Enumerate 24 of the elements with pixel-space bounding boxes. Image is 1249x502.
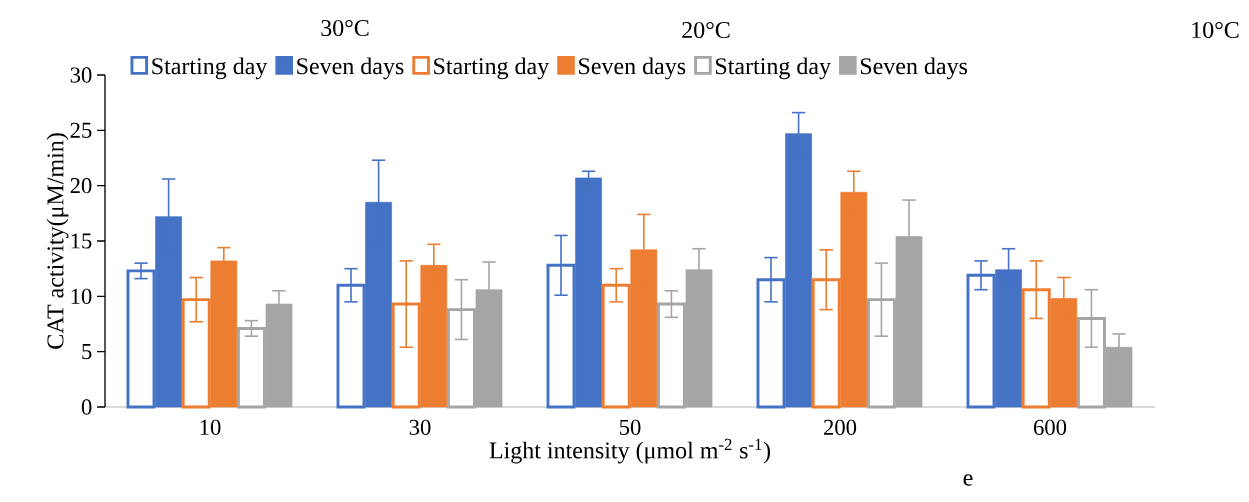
- legend-label: Starting day: [152, 57, 268, 80]
- legend-label: Starting day: [716, 57, 831, 80]
- y-tick-label: 0: [81, 399, 92, 415]
- legend-label: Starting day: [434, 57, 550, 80]
- legend-label: Seven days: [860, 57, 968, 80]
- text: 10°C: [1192, 21, 1239, 39]
- legend-label: Seven days: [297, 57, 404, 80]
- y-tick-label: 15: [71, 233, 92, 249]
- x-tick-label: 200: [824, 419, 857, 435]
- x-axis-title: Light intensity (μmol m$^{-2}$ s$^{-1}$): [489, 438, 771, 464]
- x-tick-label: 50: [619, 419, 641, 435]
- x-tick-label: 30: [409, 419, 431, 435]
- text: 30°C: [321, 19, 369, 37]
- x-tick-label: 600: [1033, 419, 1067, 435]
- y-tick-label: 10: [71, 288, 92, 304]
- text: e: [963, 474, 973, 486]
- y-tick-label: 20: [70, 178, 92, 194]
- y-tick-label: 30: [70, 67, 92, 83]
- text: 20°C: [682, 21, 730, 39]
- y-tick-label: 5: [82, 344, 92, 360]
- legend-label: Seven days: [579, 57, 686, 80]
- y-axis-title: CAT activity(μM/min): [46, 133, 69, 349]
- y-tick-label: 25: [70, 122, 92, 138]
- x-tick-label: 10: [200, 419, 221, 435]
